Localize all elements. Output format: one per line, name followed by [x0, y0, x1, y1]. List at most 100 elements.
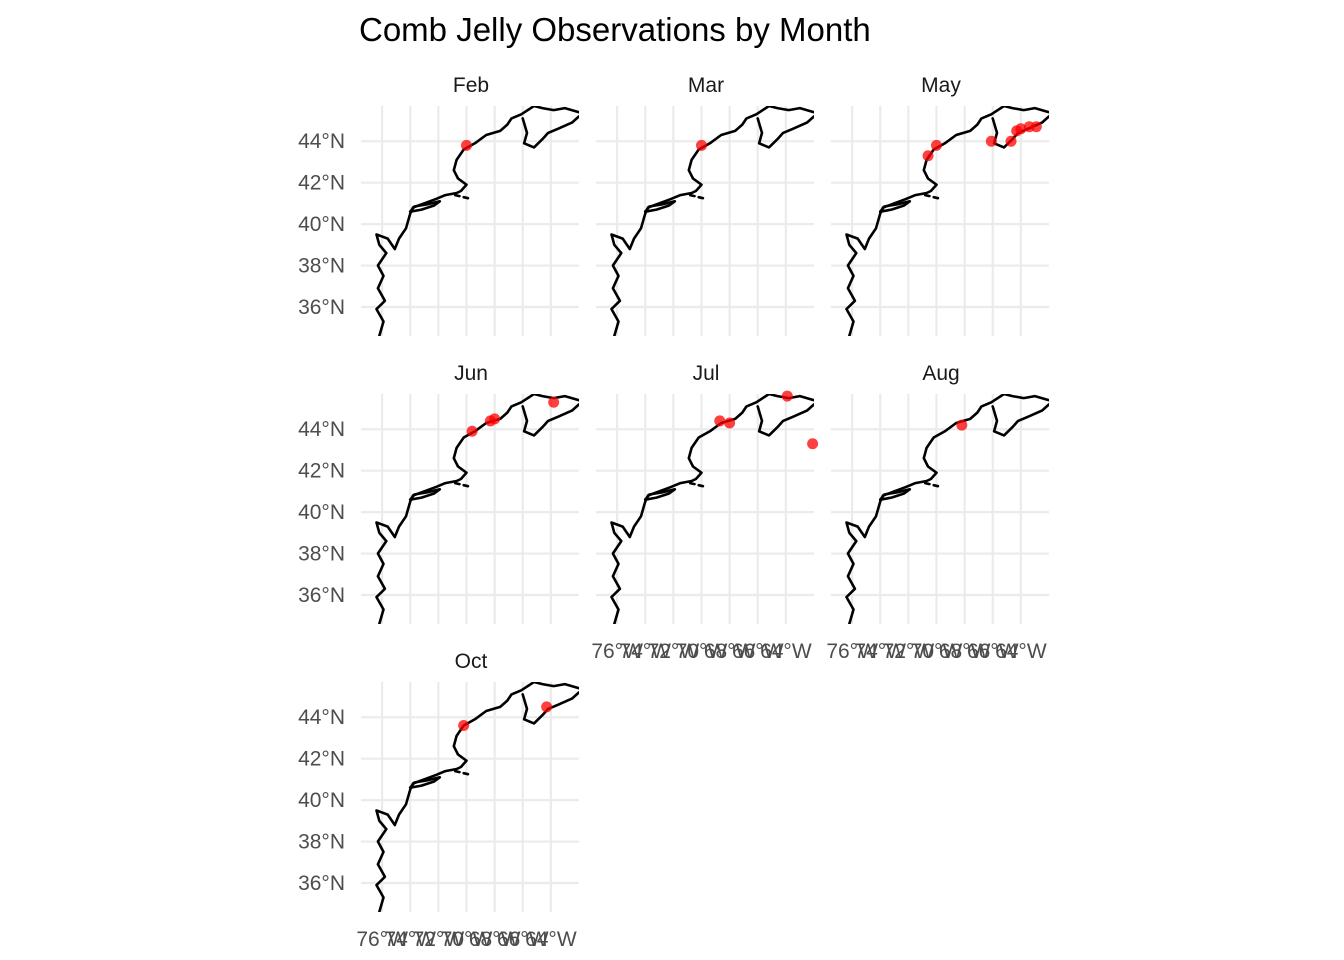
coastline	[845, 394, 1049, 624]
observation-point	[1005, 135, 1017, 147]
coastline-segment	[375, 682, 579, 912]
coastline-segment	[878, 200, 912, 213]
map-panel-may: May	[831, 74, 1049, 336]
observation-point	[724, 417, 736, 429]
latitude-tick-label: 36°N	[298, 872, 345, 895]
longitude-tick-label: 70°W	[676, 640, 728, 663]
coastline-segment	[375, 106, 579, 336]
coastline-segment	[462, 771, 470, 776]
coastline-segment	[923, 193, 931, 198]
coastline-segment	[521, 115, 579, 149]
coastline-segment	[643, 200, 677, 213]
latitude-tick-label: 38°N	[298, 543, 345, 566]
map-panel-mar: Mar	[596, 74, 814, 336]
longitude-tick-label: 66°W	[497, 928, 549, 951]
map-panel-feb: Feb 44°N 42°N 40°N 38°N 36°N	[298, 74, 579, 336]
latitude-tick-label: 36°N	[298, 296, 345, 319]
observation-point	[695, 139, 707, 151]
longitude-tick-label: 72°W	[648, 640, 700, 663]
observation-point	[1030, 121, 1042, 133]
coastline	[375, 682, 579, 912]
coastline-segment	[878, 488, 912, 501]
longitude-tick-label: 74°W	[384, 928, 436, 951]
longitude-tick-label: 76°W	[591, 640, 643, 663]
coastline-segment	[462, 195, 470, 200]
coastline-segment	[643, 488, 677, 501]
panel-month-label: Jun	[454, 362, 488, 385]
longitude-tick-label: 68°W	[704, 640, 756, 663]
observation-points	[460, 139, 472, 151]
coastline-segment	[521, 403, 579, 437]
facet-panels: Feb 44°N 42°N 40°N 38°N 36°N Mar May Jun 44°N 42°N…	[298, 74, 1049, 951]
latitude-tick-label: 44°N	[298, 706, 345, 729]
longitude-tick-label: 68°W	[939, 640, 991, 663]
graticule	[596, 394, 814, 624]
observation-points	[695, 139, 707, 151]
observation-point	[956, 419, 968, 431]
longitude-tick-label: 64°W	[760, 640, 812, 663]
graticule	[831, 394, 1049, 624]
longitude-tick-label: 66°W	[967, 640, 1019, 663]
observation-point	[930, 139, 942, 151]
coastline-segment	[697, 195, 705, 200]
longitude-tick-label: 76°W	[826, 640, 878, 663]
graticule	[361, 682, 579, 912]
longitude-tick-label: 72°W	[413, 928, 465, 951]
coastline-segment	[462, 483, 470, 488]
graticule	[361, 106, 579, 336]
observation-point	[714, 415, 726, 427]
longitude-tick-label: 72°W	[883, 640, 935, 663]
panel-month-label: Aug	[922, 362, 959, 385]
coastline-segment	[453, 769, 461, 774]
observation-points	[922, 121, 1042, 162]
coastline-segment	[845, 106, 1049, 336]
panel-month-label: Mar	[688, 74, 724, 97]
panel-month-label: Feb	[453, 74, 489, 97]
observation-point	[460, 139, 472, 151]
latitude-tick-label: 40°N	[298, 501, 345, 524]
observation-point	[1015, 123, 1027, 135]
longitude-tick-label: 76°W	[356, 928, 408, 951]
coastline-segment	[756, 403, 814, 437]
latitude-tick-label: 38°N	[298, 255, 345, 278]
observation-point	[985, 135, 997, 147]
map-panel-aug: Aug 76°W74°W72°W70°W68°W66°W64°W	[826, 362, 1049, 663]
observation-point	[922, 150, 934, 162]
latitude-tick-label: 38°N	[298, 831, 345, 854]
coastline-segment	[408, 200, 442, 213]
latitude-tick-label: 42°N	[298, 748, 345, 771]
observation-point	[781, 390, 793, 402]
observation-points	[956, 419, 968, 431]
map-panel-jul: Jul 76°W74°W72°W70°W68°W66°W64°W	[591, 362, 819, 663]
observation-point	[548, 396, 560, 408]
coastline-segment	[756, 115, 814, 149]
longitude-tick-label: 74°W	[854, 640, 906, 663]
longitude-tick-label: 64°W	[525, 928, 577, 951]
longitude-tick-label: 66°W	[732, 640, 784, 663]
longitude-tick-label: 64°W	[995, 640, 1047, 663]
coastline-segment	[932, 195, 940, 200]
panel-month-label: Jul	[693, 362, 720, 385]
coastline-segment	[697, 483, 705, 488]
coastline	[375, 394, 579, 624]
longitude-tick-label: 70°W	[441, 928, 493, 951]
coastline-segment	[408, 488, 442, 501]
observation-point	[458, 720, 470, 732]
observation-point	[466, 425, 478, 437]
coastline-segment	[932, 483, 940, 488]
coastline-segment	[845, 394, 1049, 624]
latitude-tick-label: 42°N	[298, 172, 345, 195]
coastline-segment	[610, 106, 814, 336]
coastline-segment	[521, 691, 579, 725]
latitude-tick-label: 42°N	[298, 460, 345, 483]
coastline	[845, 106, 1049, 336]
coastline	[375, 106, 579, 336]
observation-points	[714, 390, 819, 450]
observation-point	[807, 438, 819, 450]
coastline-segment	[408, 776, 442, 789]
latitude-tick-label: 36°N	[298, 584, 345, 607]
coastline-segment	[610, 394, 814, 624]
panel-month-label: Oct	[455, 650, 488, 673]
latitude-tick-label: 40°N	[298, 789, 345, 812]
